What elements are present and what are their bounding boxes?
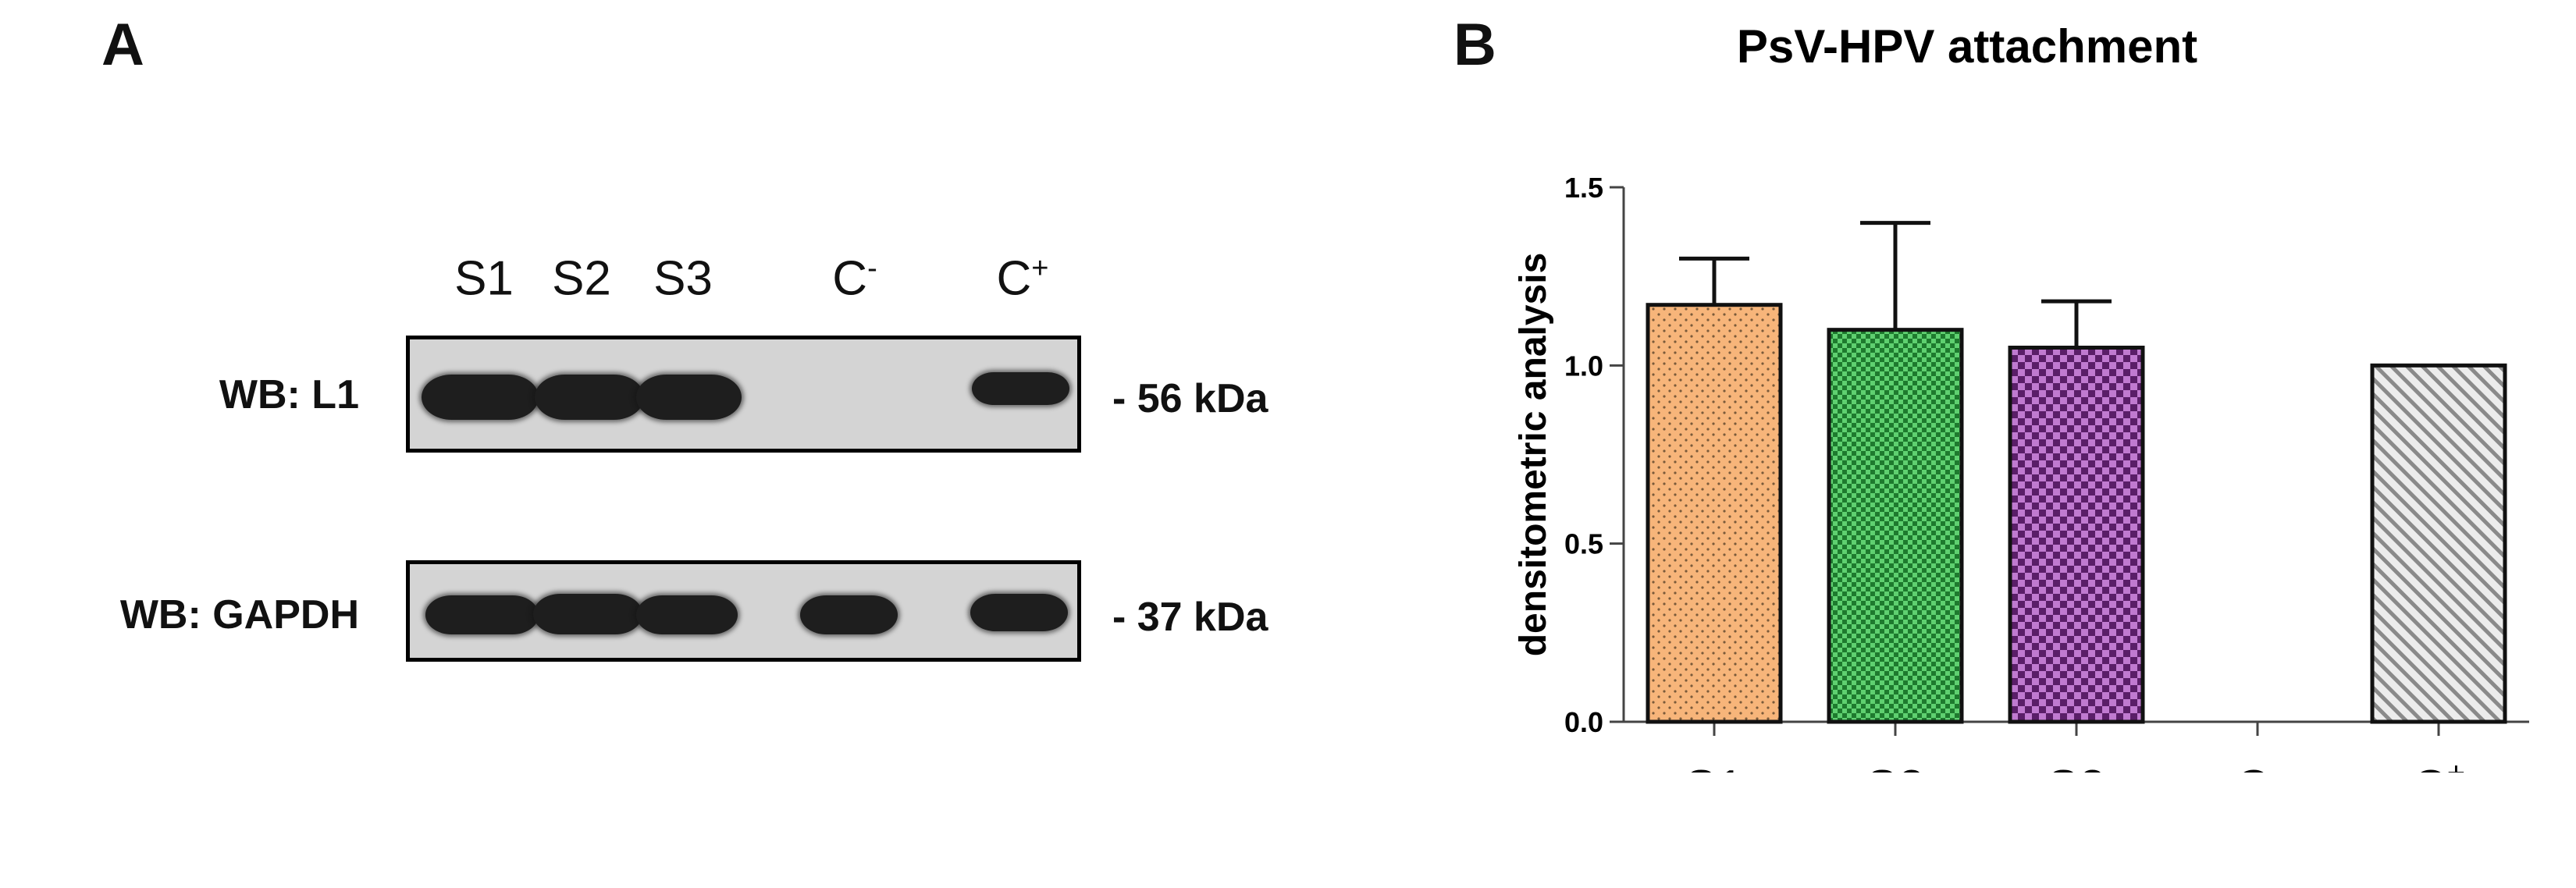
lane-label-c-plus: C+ [996, 251, 1049, 306]
band-gapdh-s1 [425, 595, 539, 634]
lane-label-s2: S2 [552, 251, 611, 306]
bars [1646, 303, 2507, 724]
bar-s2 [1827, 328, 1964, 724]
y-tick-label: 0.5 [1564, 528, 1603, 560]
panel-b-letter: B [1453, 12, 1496, 78]
bar-chart: PsV-HPV attachment densitometric analysi… [1513, 20, 2529, 773]
band-l1-c-plus [972, 372, 1069, 405]
y-tick-label: 0.0 [1564, 706, 1603, 738]
x-tick-labels: S1 S2 S3 C- C+ [1685, 756, 2465, 773]
x-tick-label: S1 [1685, 761, 1744, 773]
lane-label-s1: S1 [454, 251, 514, 306]
y-tick-label: 1.5 [1564, 172, 1603, 204]
x-tick-label: S3 [2047, 761, 2106, 773]
bar-s1 [1646, 303, 1783, 724]
bar-c-plus [2370, 363, 2507, 724]
band-gapdh-c-minus [800, 595, 898, 634]
wb-l1-label: WB: L1 [219, 372, 359, 417]
band-gapdh-c-plus [970, 594, 1068, 631]
band-l1-s2 [535, 375, 644, 420]
error-bars [1679, 221, 2112, 348]
lane-label-s3: S3 [653, 251, 713, 306]
band-gapdh-s2 [533, 594, 642, 634]
western-blot-l1 [406, 336, 1081, 453]
y-axis-label: densitometric analysis [1513, 253, 1554, 657]
x-axis [1624, 720, 2529, 736]
band-l1-s1 [422, 375, 539, 420]
x-tick-label: S2 [1866, 761, 1925, 773]
western-blot-gapdh [406, 560, 1081, 662]
x-tick-label: C+ [2412, 756, 2465, 773]
panel-a-letter: A [101, 12, 144, 78]
kda-56-label: - 56 kDa [1112, 376, 1268, 421]
band-l1-s3 [636, 375, 742, 420]
x-tick-label: C- [2235, 756, 2280, 773]
band-gapdh-s3 [636, 595, 738, 634]
chart-title: PsV-HPV attachment [1737, 20, 2197, 73]
y-axis: 0.0 0.5 1.0 1.5 [1564, 172, 1625, 738]
y-tick-label: 1.0 [1564, 350, 1603, 382]
wb-gapdh-label: WB: GAPDH [119, 592, 359, 638]
bar-s3 [2008, 346, 2145, 724]
lane-label-c-minus: C- [832, 251, 877, 306]
kda-37-label: - 37 kDa [1112, 595, 1268, 640]
